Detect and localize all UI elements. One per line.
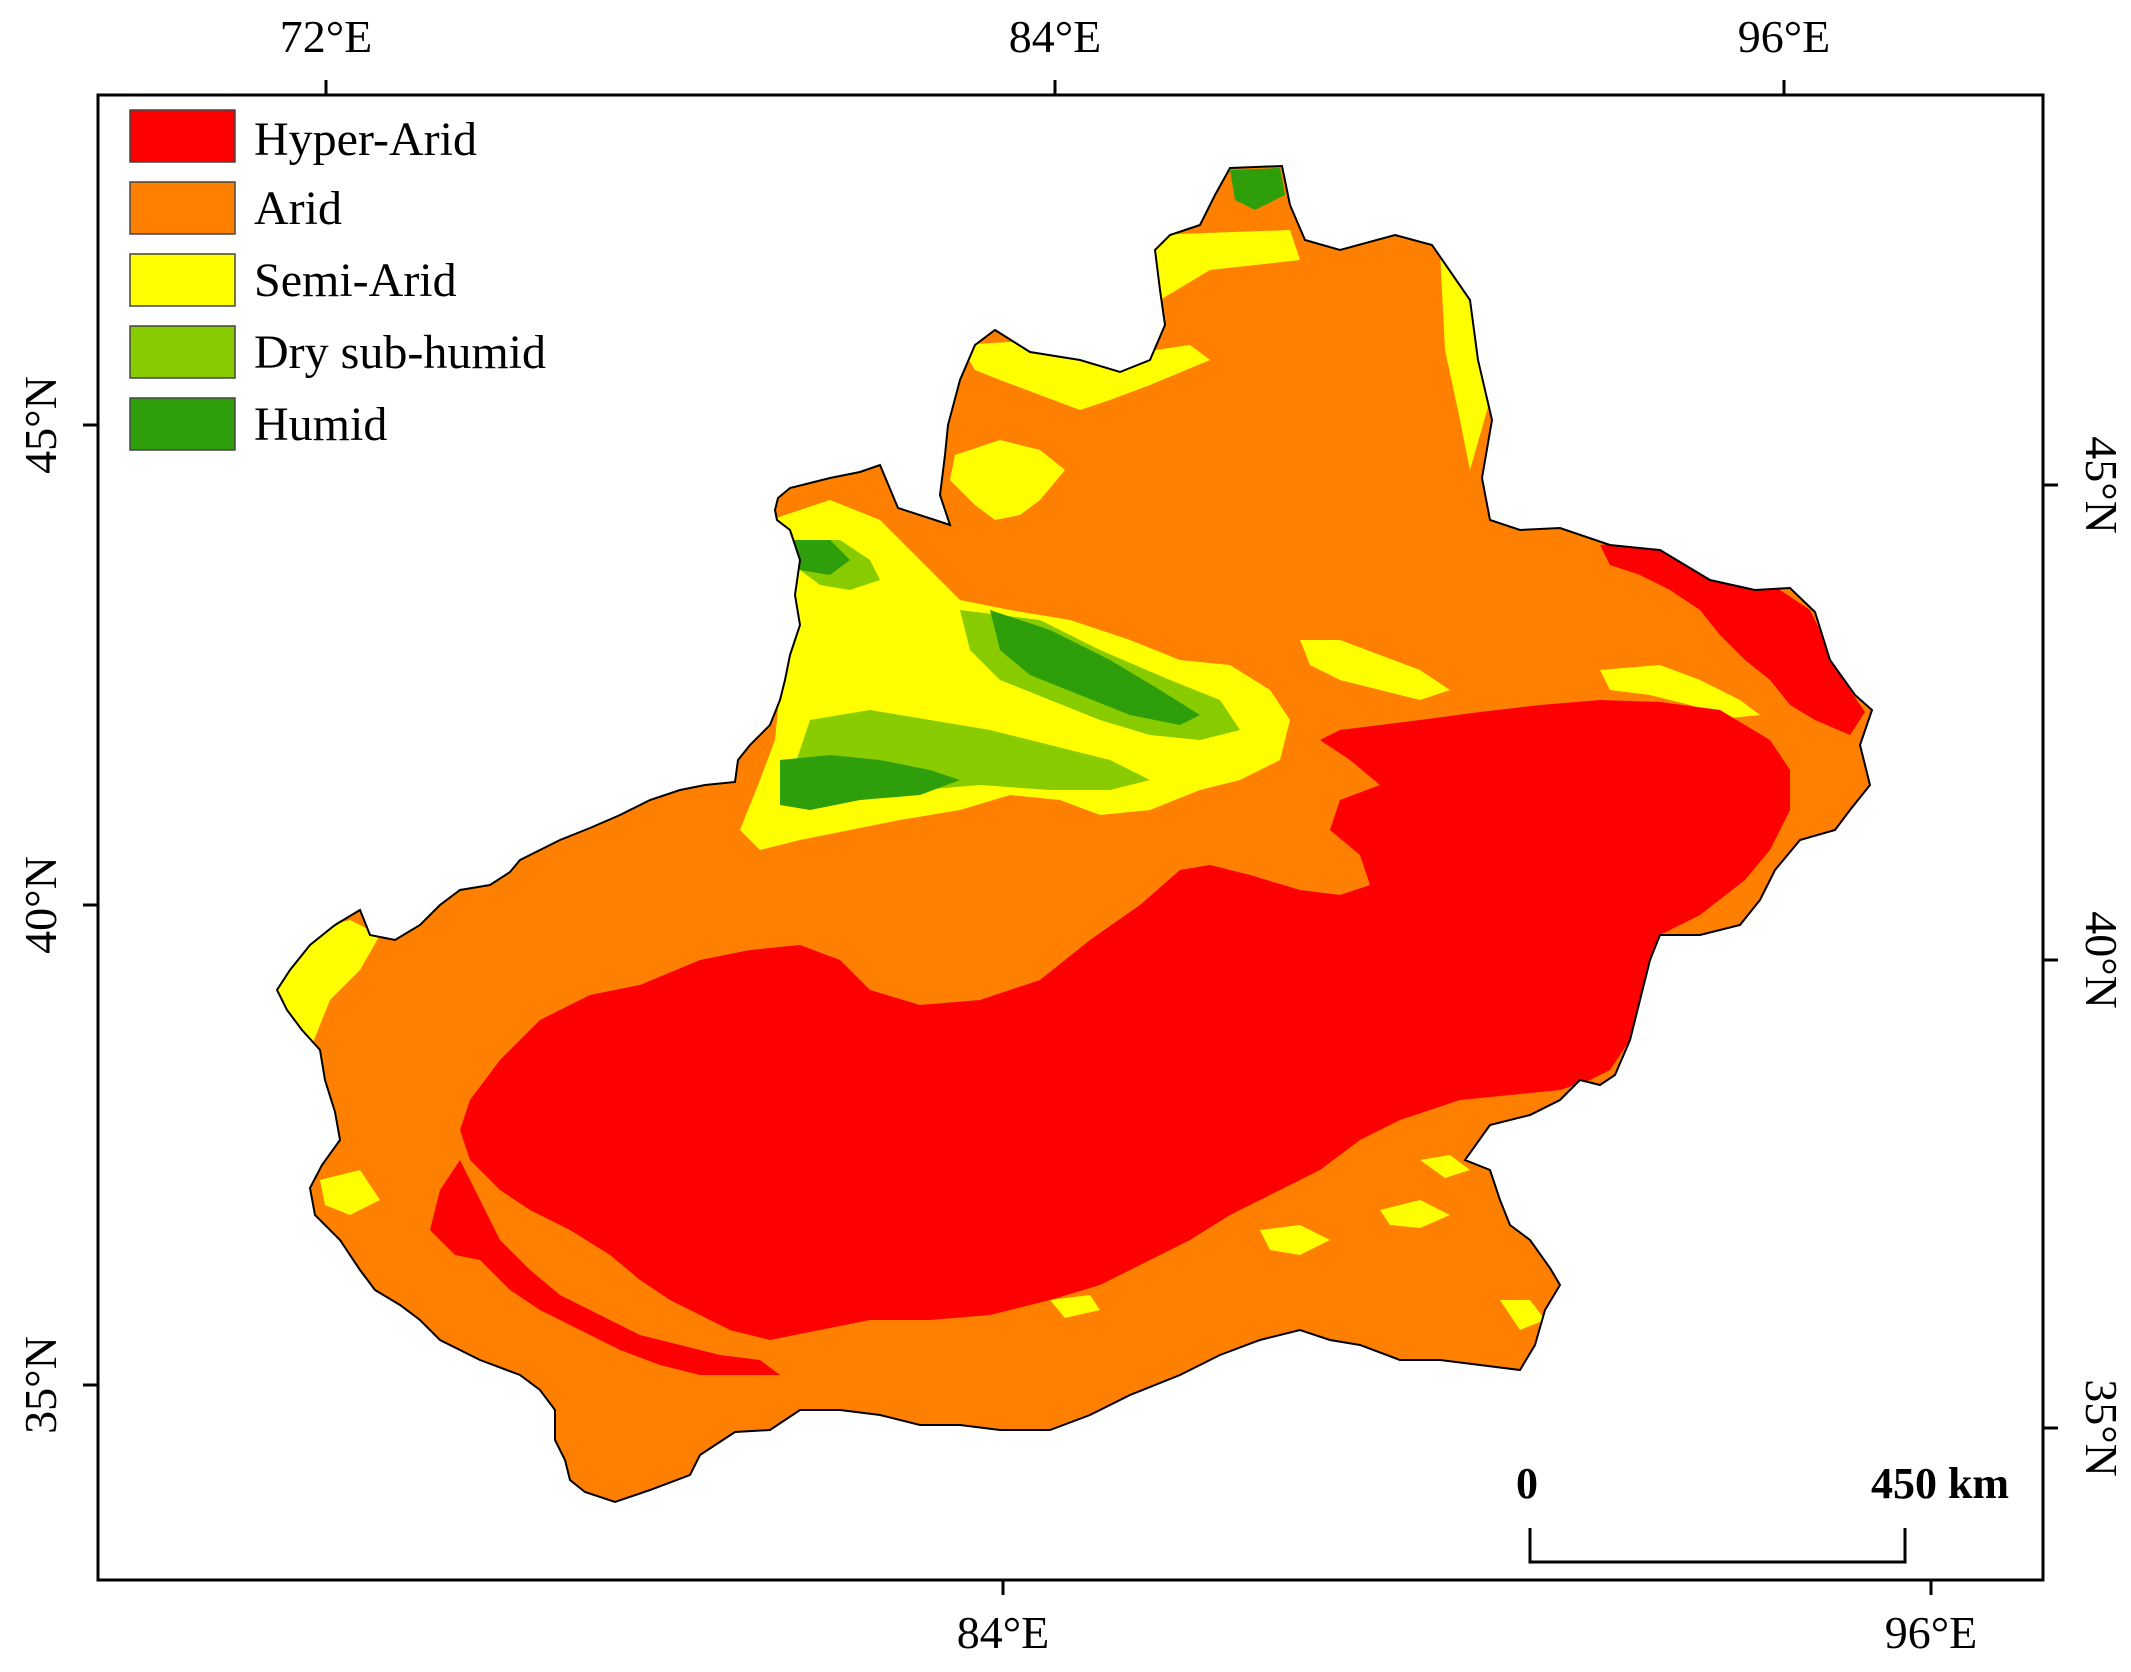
legend-swatch-humid — [129, 397, 236, 451]
hyper-arid-taklimakan — [460, 700, 1790, 1340]
legend: Hyper-Arid Arid Semi-Arid Dry sub-humid … — [129, 109, 546, 451]
semi-arid-kunlun-5 — [1050, 1295, 1100, 1318]
semi-arid-kunlun-4 — [1500, 1300, 1545, 1330]
scale-bar-line — [1528, 1528, 1907, 1564]
scale-bar: 0 450 km — [1516, 1459, 2009, 1564]
left-tick-label-3: 35°N — [15, 1336, 66, 1434]
hyper-arid-east — [1600, 540, 1865, 735]
semi-arid-east-patch-1 — [1300, 640, 1450, 700]
semi-arid-west-patch — [320, 1170, 380, 1215]
humid-altai — [1230, 168, 1285, 210]
top-tick-label-1: 72°E — [280, 11, 373, 62]
humid-ili — [790, 540, 850, 575]
scale-bar-end-label: 450 km — [1871, 1459, 2009, 1508]
left-tick-label-1: 45°N — [15, 376, 66, 474]
legend-swatch-arid — [129, 181, 236, 235]
top-tick-label-2: 84°E — [1009, 11, 1102, 62]
legend-swatch-dry-sub-humid — [129, 325, 236, 379]
right-tick-label-1: 45°N — [2076, 436, 2127, 534]
bottom-tick-label-2: 96°E — [1885, 1607, 1978, 1658]
legend-swatch-hyper-arid — [129, 109, 236, 163]
scale-bar-start-label: 0 — [1516, 1459, 1538, 1508]
hyper-arid-south-west — [430, 1160, 780, 1375]
right-tick-label-2: 40°N — [2076, 911, 2127, 1009]
left-tick-label-2: 40°N — [15, 856, 66, 954]
right-tick-label-3: 35°N — [2076, 1379, 2127, 1477]
semi-arid-east-edge — [1440, 250, 1490, 470]
semi-arid-altai — [1150, 230, 1300, 300]
legend-swatch-semi-arid — [129, 253, 236, 307]
humid-tianshan-south — [780, 755, 960, 810]
legend-label-arid: Arid — [254, 182, 342, 235]
legend-label-semi-arid: Semi-Arid — [254, 254, 457, 307]
humid-tianshan-core — [990, 610, 1200, 725]
semi-arid-kunlun-1 — [1260, 1225, 1330, 1255]
region-outline — [275, 164, 1874, 1504]
legend-label-humid: Humid — [254, 398, 387, 451]
semi-arid-east-patch-2 — [1600, 665, 1760, 718]
bottom-tick-label-1: 84°E — [957, 1607, 1050, 1658]
semi-arid-kunlun-3 — [1420, 1155, 1470, 1178]
graticule-ticks — [83, 80, 2058, 1595]
semi-arid-kunlun-2 — [1380, 1200, 1450, 1228]
legend-label-hyper-arid: Hyper-Arid — [254, 113, 477, 166]
legend-label-dry-sub-humid: Dry sub-humid — [254, 326, 546, 379]
top-tick-label-3: 96°E — [1738, 11, 1831, 62]
semi-arid-north-2 — [950, 440, 1065, 520]
